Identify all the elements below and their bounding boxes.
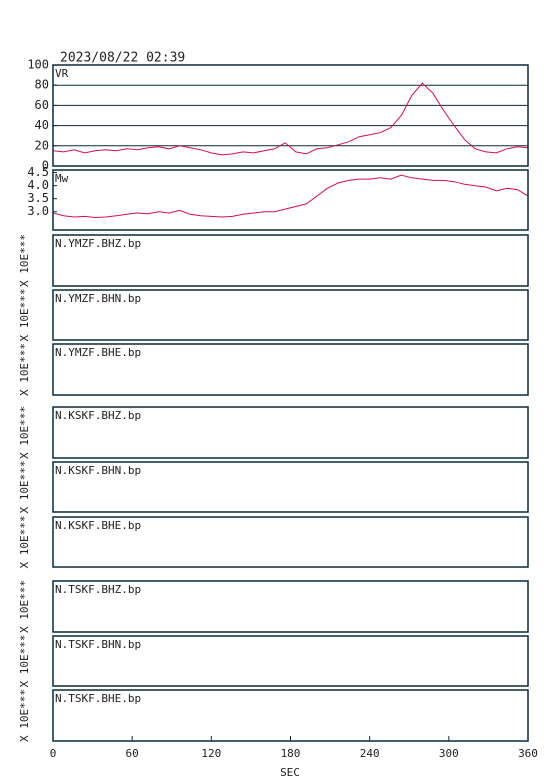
x-tick-label: 240 — [360, 747, 380, 760]
y-tick-label: 4.5 — [27, 165, 49, 179]
scale-label: X 10E*** — [18, 516, 31, 569]
scale-label: X 10E*** — [18, 289, 31, 342]
trace-panel — [52, 635, 529, 687]
y-tick-label: 20 — [35, 138, 49, 152]
y-tick-label: 80 — [35, 78, 49, 92]
panel-label: Mw — [55, 172, 69, 185]
data-line — [52, 82, 529, 156]
x-tick-label: 300 — [439, 747, 459, 760]
panel-frame — [52, 64, 529, 167]
trace-label: N.TSKF.BHE.bp — [55, 692, 141, 705]
scale-label: X 10E*** — [18, 406, 31, 459]
trace-panel — [52, 289, 529, 341]
panel-label: VR — [55, 67, 69, 80]
x-axis-label: SEC — [280, 766, 300, 779]
scale-label: X 10E*** — [18, 343, 31, 396]
x-tick-label: 180 — [281, 747, 301, 760]
trace-panel — [52, 461, 529, 513]
scale-label: X 10E*** — [18, 580, 31, 633]
x-tick-label: 60 — [126, 747, 139, 760]
trace-label: N.YMZF.BHE.bp — [55, 346, 141, 359]
trace-label: N.TSKF.BHN.bp — [55, 638, 141, 651]
trace-panel — [52, 234, 529, 287]
panel-frame — [52, 169, 529, 231]
x-tick-label: 120 — [201, 747, 221, 760]
scale-label: X 10E*** — [18, 635, 31, 688]
trace-panel — [52, 406, 529, 459]
trace-label: N.YMZF.BHN.bp — [55, 292, 141, 305]
y-tick-label: 40 — [35, 118, 49, 132]
x-tick-label: 0 — [50, 747, 57, 760]
y-tick-label: 4.0 — [27, 178, 49, 192]
y-tick-label: 60 — [35, 98, 49, 112]
y-tick-label: 0 — [42, 159, 49, 173]
trace-panel — [52, 343, 529, 396]
data-line — [52, 174, 529, 219]
trace-label: N.KSKF.BHN.bp — [55, 464, 141, 477]
trace-label: N.KSKF.BHZ.bp — [55, 409, 141, 422]
timestamp: 2023/08/22 02:39 — [60, 51, 185, 66]
trace-panel — [52, 580, 529, 633]
trace-label: N.KSKF.BHE.bp — [55, 519, 141, 532]
trace-label: N.YMZF.BHZ.bp — [55, 237, 141, 250]
scale-label: X 10E*** — [18, 689, 31, 742]
trace-label: N.TSKF.BHZ.bp — [55, 583, 141, 596]
y-tick-label: 100 — [27, 58, 49, 72]
x-tick-label: 360 — [518, 747, 538, 760]
y-tick-label: 3.0 — [27, 204, 49, 218]
trace-panel — [52, 516, 529, 568]
scale-label: X 10E*** — [18, 234, 31, 287]
scale-label: X 10E*** — [18, 461, 31, 514]
y-tick-label: 3.5 — [27, 191, 49, 205]
